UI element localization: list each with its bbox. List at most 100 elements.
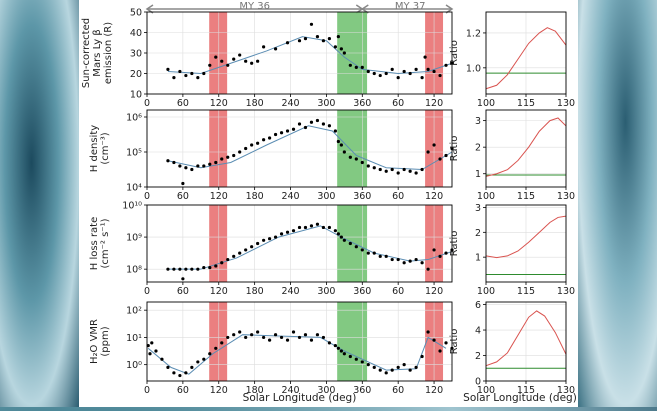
xtick-label: 240 xyxy=(281,286,299,297)
data-point xyxy=(262,138,266,142)
ylabel-line: (cm⁻³) xyxy=(100,132,111,164)
data-point xyxy=(336,139,340,144)
ytick-label: 2 xyxy=(475,351,481,362)
xtick-label: 240 xyxy=(281,385,299,396)
ylabel-line: (cm⁻² s⁻¹) xyxy=(100,218,111,268)
data-point xyxy=(315,35,320,39)
data-point xyxy=(285,230,290,234)
ratio-xlabel: Solar Longitude (deg) xyxy=(463,392,577,404)
data-point xyxy=(321,39,326,43)
data-point xyxy=(196,164,200,168)
ylabel-line: H₂O VMR xyxy=(89,319,100,364)
data-point xyxy=(232,57,236,61)
panel-2: H density (cm⁻³) xyxy=(89,109,454,190)
xtick-label: 60 xyxy=(392,286,404,297)
data-point xyxy=(342,51,346,55)
data-point xyxy=(333,45,337,49)
ytick-label: 1 xyxy=(475,169,481,180)
data-point xyxy=(426,267,430,271)
ytick-label: 1 xyxy=(475,253,481,264)
data-point xyxy=(432,143,436,147)
data-point xyxy=(327,37,332,41)
ytick-label: 10⁶ xyxy=(126,113,142,124)
data-point xyxy=(226,335,230,340)
panel-frame xyxy=(146,109,453,188)
data-point xyxy=(414,257,418,262)
data-point xyxy=(244,248,248,252)
data-point xyxy=(390,67,394,71)
data-point xyxy=(273,235,278,239)
xtick-label: 240 xyxy=(281,191,299,202)
data-point xyxy=(372,365,376,369)
data-point xyxy=(178,164,182,168)
panel-3: H loss rate (cm⁻² s⁻¹) xyxy=(89,204,454,285)
data-point xyxy=(166,67,170,71)
data-point xyxy=(432,248,436,252)
data-point xyxy=(321,225,326,230)
data-point xyxy=(378,254,382,258)
xtick-label: 300 xyxy=(317,385,335,396)
data-point xyxy=(190,365,194,369)
data-point xyxy=(181,181,185,186)
xtick-label: 115 xyxy=(517,98,535,109)
data-point xyxy=(402,363,406,367)
data-point xyxy=(309,22,314,26)
data-point xyxy=(208,265,212,270)
data-point xyxy=(354,245,358,249)
data-point xyxy=(372,166,376,170)
data-point xyxy=(348,354,352,359)
fit-line xyxy=(167,36,453,75)
ytick-label: 10 xyxy=(130,90,142,101)
xtick-label: 0 xyxy=(144,98,150,109)
data-point xyxy=(402,69,406,74)
mars-year-arrows xyxy=(145,4,454,14)
ylabel-line: Mars Ly β xyxy=(92,29,103,76)
data-point xyxy=(166,365,170,369)
ytick-label: 10⁸ xyxy=(126,265,142,276)
ratio-curve xyxy=(485,215,567,259)
data-point xyxy=(366,251,370,255)
data-point xyxy=(315,222,320,226)
data-point xyxy=(444,63,448,67)
data-point xyxy=(396,365,400,369)
data-point xyxy=(315,118,320,123)
data-point xyxy=(420,167,424,172)
xtick-label: 180 xyxy=(246,385,264,396)
data-point xyxy=(354,157,358,161)
data-point xyxy=(279,232,284,236)
data-point xyxy=(297,39,302,43)
data-point xyxy=(303,37,308,41)
band-heating-1 xyxy=(209,302,228,381)
ylabel-line: emission (R) xyxy=(103,22,114,84)
ytick-label: 50 xyxy=(130,8,142,19)
data-point xyxy=(291,127,296,131)
data-point xyxy=(220,157,224,161)
data-point xyxy=(262,335,266,340)
data-point xyxy=(309,338,314,342)
xtick-label: 100 xyxy=(477,191,495,202)
data-point xyxy=(250,61,254,65)
xtick-label: 360 xyxy=(353,286,371,297)
data-point xyxy=(220,341,224,345)
data-point xyxy=(366,164,370,168)
data-point xyxy=(154,349,158,353)
xtick-label: 360 xyxy=(353,191,371,202)
background-left xyxy=(0,0,79,407)
data-point xyxy=(208,63,212,67)
ytick-label: 40 xyxy=(130,28,142,39)
data-point xyxy=(384,371,388,375)
ratio-panel-1: Ratio xyxy=(449,11,567,97)
ytick-label: 6 xyxy=(475,300,481,311)
xtick-label: 360 xyxy=(353,385,371,396)
data-point xyxy=(333,343,337,348)
ytick-label: 1.2 xyxy=(466,28,481,39)
data-point xyxy=(178,373,182,378)
data-point xyxy=(214,55,218,59)
data-point xyxy=(396,257,400,262)
data-point xyxy=(360,360,364,364)
data-point xyxy=(279,131,284,135)
data-point xyxy=(303,333,308,337)
data-point xyxy=(372,71,376,76)
data-point xyxy=(190,267,194,271)
ytick-label: 3 xyxy=(475,203,481,214)
